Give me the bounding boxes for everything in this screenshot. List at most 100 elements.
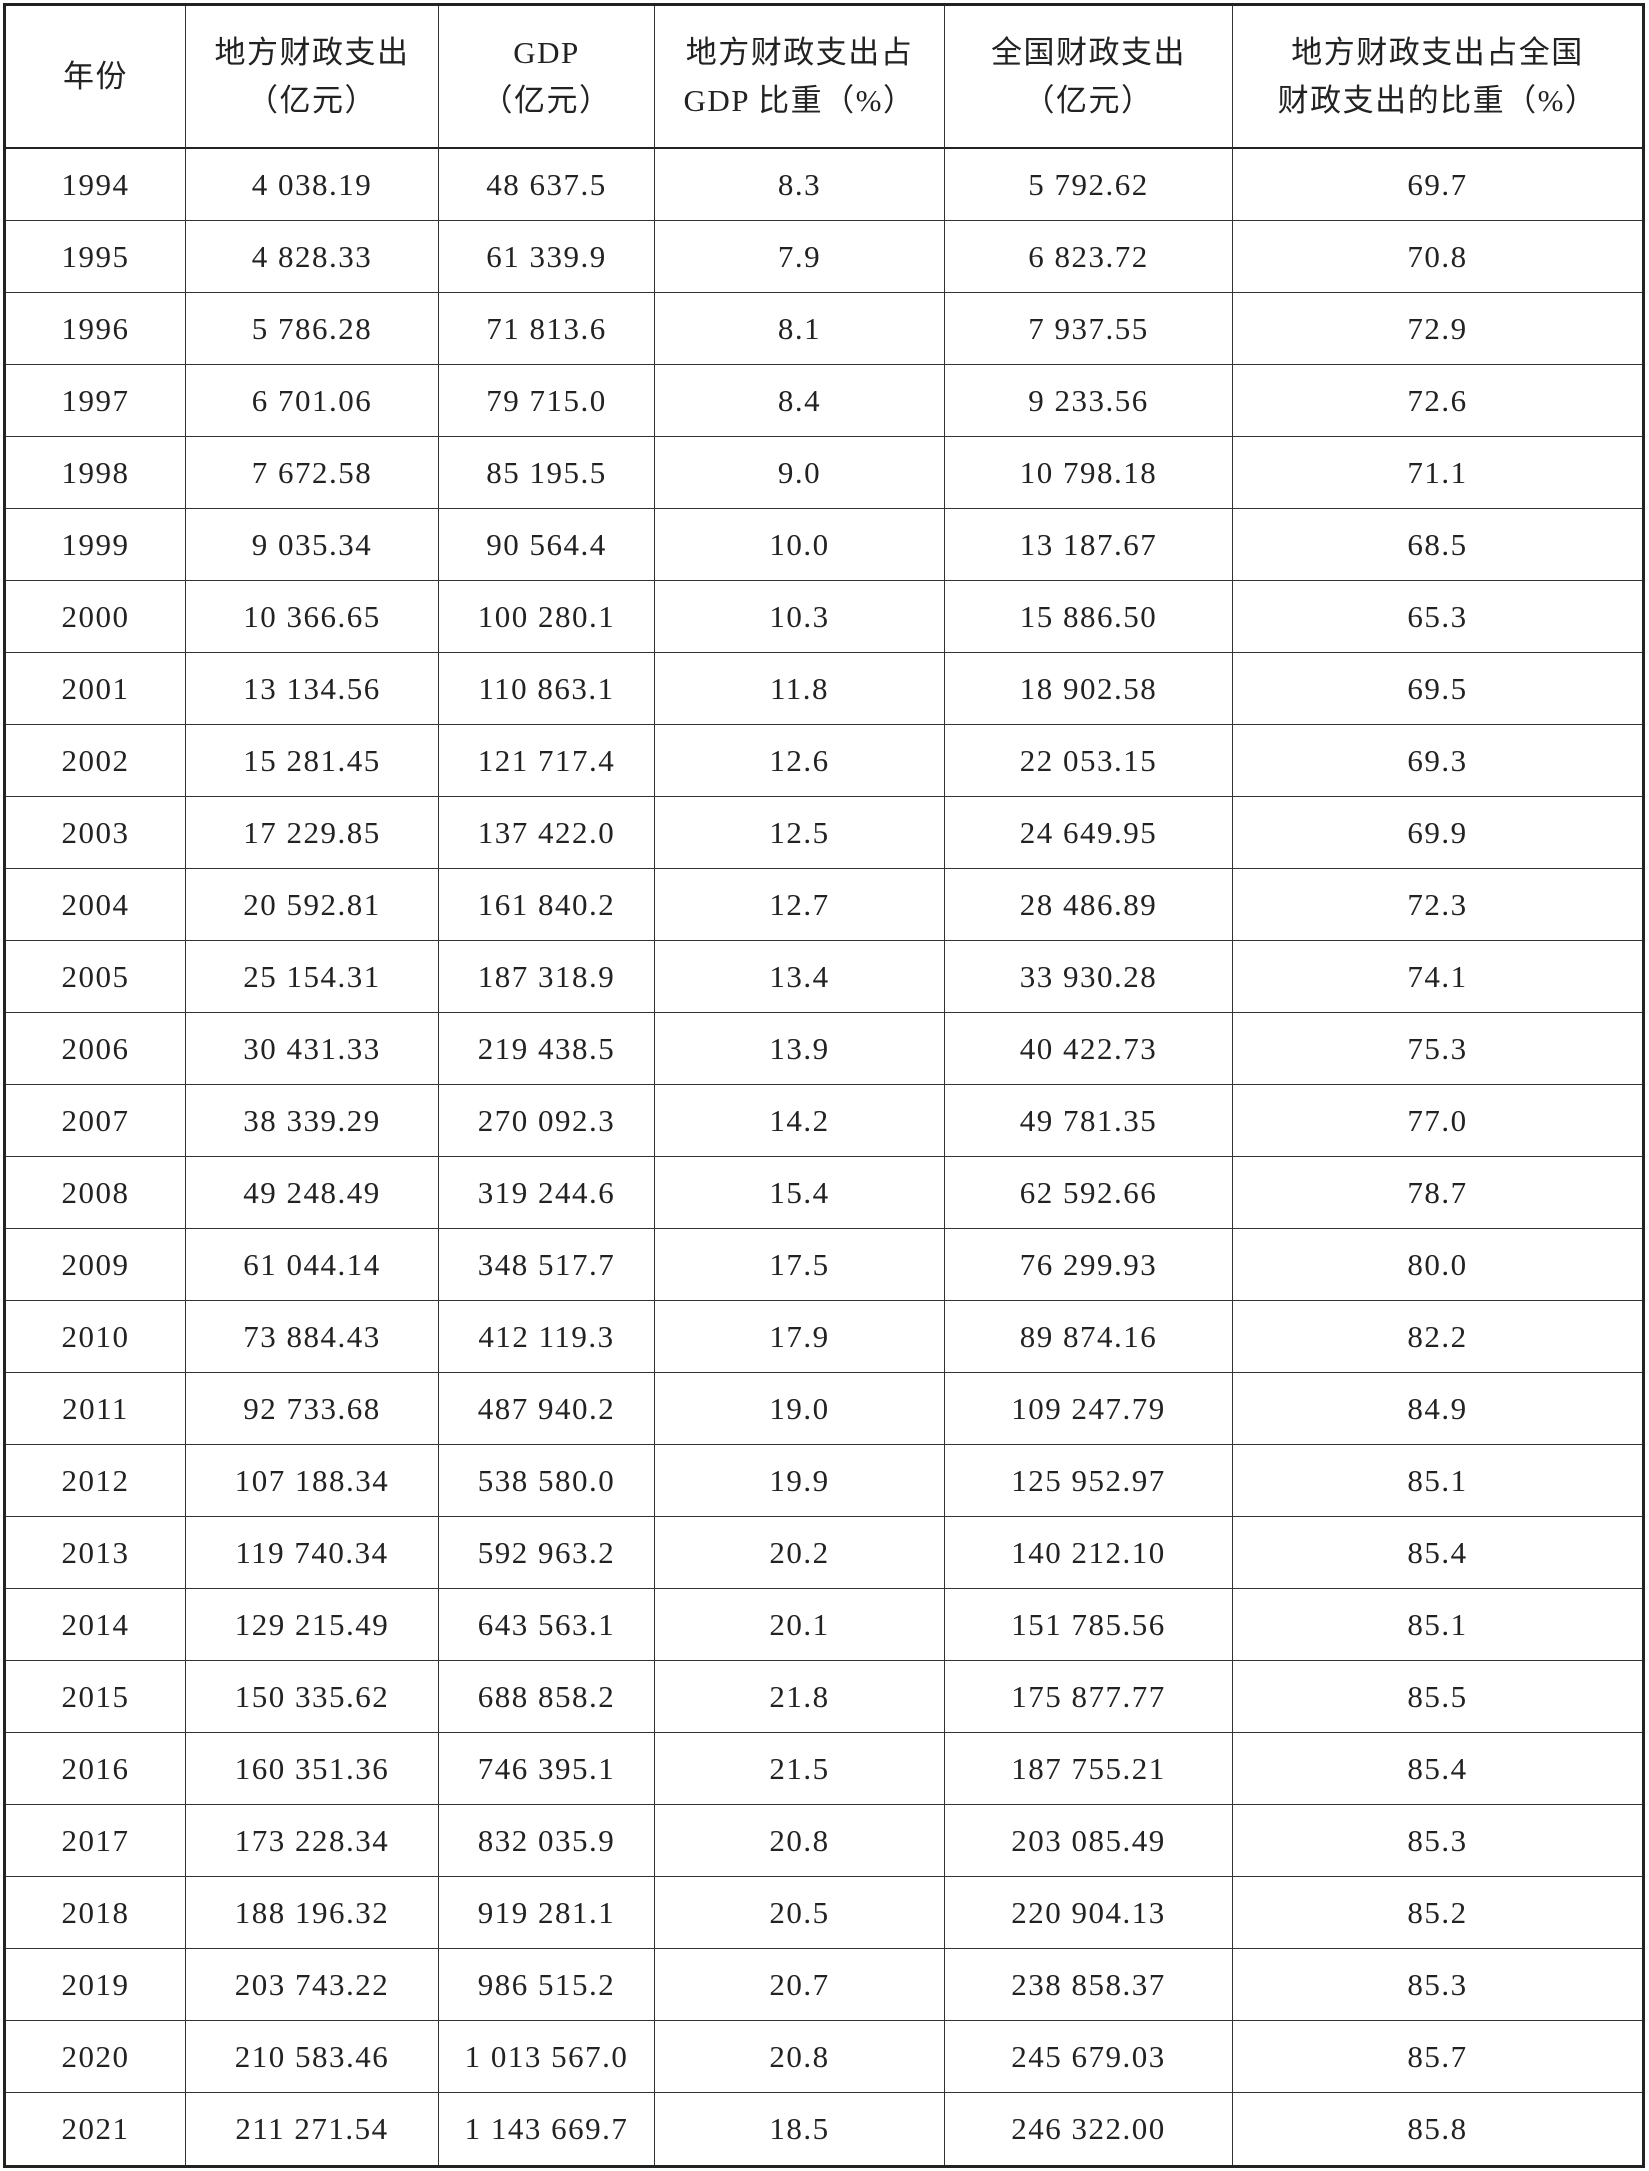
value-cell: 11.8: [655, 653, 945, 725]
value-cell: 18 902.58: [945, 653, 1233, 725]
year-cell: 2011: [6, 1373, 186, 1445]
value-cell: 129 215.49: [186, 1589, 439, 1661]
value-cell: 7.9: [655, 221, 945, 293]
value-cell: 14.2: [655, 1085, 945, 1157]
value-cell: 100 280.1: [439, 581, 655, 653]
value-cell: 746 395.1: [439, 1733, 655, 1805]
value-cell: 9 035.34: [186, 509, 439, 581]
year-cell: 2013: [6, 1517, 186, 1589]
value-cell: 85 195.5: [439, 437, 655, 509]
value-cell: 211 271.54: [186, 2093, 439, 2165]
year-cell: 2002: [6, 725, 186, 797]
year-cell: 1999: [6, 509, 186, 581]
value-cell: 20 592.81: [186, 869, 439, 941]
value-cell: 12.7: [655, 869, 945, 941]
value-cell: 487 940.2: [439, 1373, 655, 1445]
header-text: 地方财政支出: [214, 34, 410, 70]
value-cell: 125 952.97: [945, 1445, 1233, 1517]
value-cell: 79 715.0: [439, 365, 655, 437]
header-text: 年份: [63, 58, 128, 94]
value-cell: 73 884.43: [186, 1301, 439, 1373]
value-cell: 85.7: [1233, 2021, 1642, 2093]
value-cell: 61 044.14: [186, 1229, 439, 1301]
value-cell: 13.9: [655, 1013, 945, 1085]
header-text: （亿元）: [247, 82, 377, 118]
value-cell: 85.4: [1233, 1733, 1642, 1805]
year-cell: 1994: [6, 149, 186, 221]
value-cell: 15 886.50: [945, 581, 1233, 653]
value-cell: 28 486.89: [945, 869, 1233, 941]
value-cell: 832 035.9: [439, 1805, 655, 1877]
value-cell: 187 755.21: [945, 1733, 1233, 1805]
value-cell: 1 143 669.7: [439, 2093, 655, 2165]
value-cell: 48 637.5: [439, 149, 655, 221]
header-cell: 地方财政支出 （亿元）: [186, 6, 439, 149]
value-cell: 20.1: [655, 1589, 945, 1661]
value-cell: 20.7: [655, 1949, 945, 2021]
value-cell: 21.5: [655, 1733, 945, 1805]
value-cell: 4 828.33: [186, 221, 439, 293]
value-cell: 13 187.67: [945, 509, 1233, 581]
header-text: 全国财政支出: [991, 34, 1186, 70]
value-cell: 7 937.55: [945, 293, 1233, 365]
value-cell: 62 592.66: [945, 1157, 1233, 1229]
value-cell: 33 930.28: [945, 941, 1233, 1013]
header-cell: 地方财政支出占 GDP 比重（%）: [655, 6, 945, 149]
value-cell: 20.8: [655, 1805, 945, 1877]
value-cell: 13 134.56: [186, 653, 439, 725]
value-cell: 84.9: [1233, 1373, 1642, 1445]
year-cell: 2000: [6, 581, 186, 653]
value-cell: 75.3: [1233, 1013, 1642, 1085]
header-text: GDP 比重（%）: [683, 82, 916, 118]
value-cell: 77.0: [1233, 1085, 1642, 1157]
value-cell: 71 813.6: [439, 293, 655, 365]
value-cell: 49 248.49: [186, 1157, 439, 1229]
value-cell: 173 228.34: [186, 1805, 439, 1877]
value-cell: 10.0: [655, 509, 945, 581]
value-cell: 592 963.2: [439, 1517, 655, 1589]
year-cell: 2018: [6, 1877, 186, 1949]
year-cell: 1997: [6, 365, 186, 437]
value-cell: 92 733.68: [186, 1373, 439, 1445]
value-cell: 110 863.1: [439, 653, 655, 725]
value-cell: 15 281.45: [186, 725, 439, 797]
value-cell: 5 792.62: [945, 149, 1233, 221]
value-cell: 69.9: [1233, 797, 1642, 869]
value-cell: 688 858.2: [439, 1661, 655, 1733]
value-cell: 20.8: [655, 2021, 945, 2093]
value-cell: 22 053.15: [945, 725, 1233, 797]
value-cell: 20.2: [655, 1517, 945, 1589]
year-cell: 2009: [6, 1229, 186, 1301]
value-cell: 90 564.4: [439, 509, 655, 581]
year-cell: 2021: [6, 2093, 186, 2165]
value-cell: 10 798.18: [945, 437, 1233, 509]
year-cell: 1996: [6, 293, 186, 365]
value-cell: 10 366.65: [186, 581, 439, 653]
year-cell: 2015: [6, 1661, 186, 1733]
value-cell: 18.5: [655, 2093, 945, 2165]
value-cell: 61 339.9: [439, 221, 655, 293]
year-cell: 2014: [6, 1589, 186, 1661]
value-cell: 9 233.56: [945, 365, 1233, 437]
value-cell: 10.3: [655, 581, 945, 653]
value-cell: 246 322.00: [945, 2093, 1233, 2165]
value-cell: 319 244.6: [439, 1157, 655, 1229]
value-cell: 71.1: [1233, 437, 1642, 509]
value-cell: 17 229.85: [186, 797, 439, 869]
value-cell: 85.4: [1233, 1517, 1642, 1589]
value-cell: 538 580.0: [439, 1445, 655, 1517]
value-cell: 175 877.77: [945, 1661, 1233, 1733]
value-cell: 30 431.33: [186, 1013, 439, 1085]
year-cell: 2017: [6, 1805, 186, 1877]
year-cell: 2012: [6, 1445, 186, 1517]
value-cell: 38 339.29: [186, 1085, 439, 1157]
year-cell: 2001: [6, 653, 186, 725]
value-cell: 107 188.34: [186, 1445, 439, 1517]
year-cell: 1995: [6, 221, 186, 293]
value-cell: 140 212.10: [945, 1517, 1233, 1589]
value-cell: 82.2: [1233, 1301, 1642, 1373]
value-cell: 80.0: [1233, 1229, 1642, 1301]
value-cell: 76 299.93: [945, 1229, 1233, 1301]
header-text: （亿元）: [481, 82, 612, 118]
